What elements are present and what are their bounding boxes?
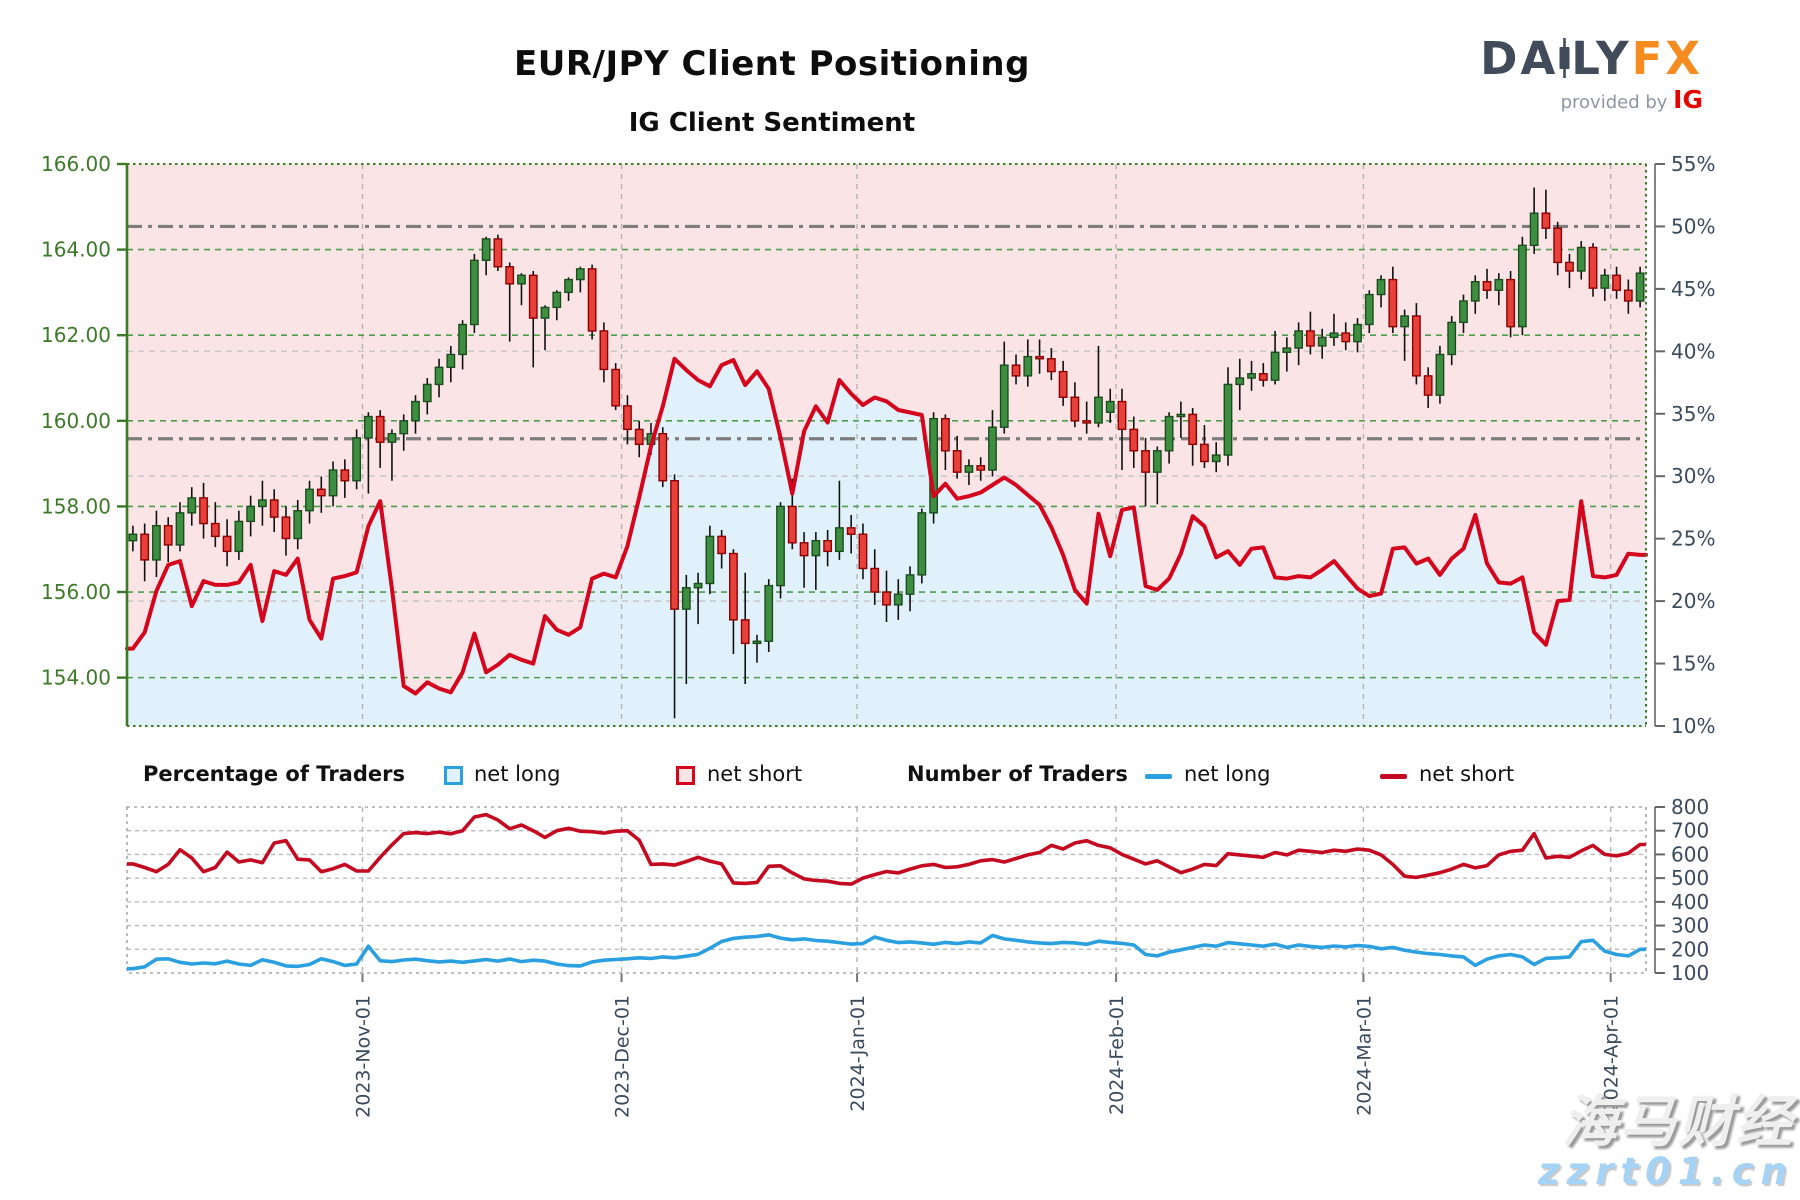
svg-text:40%: 40% [1671,339,1715,363]
svg-text:55%: 55% [1671,152,1715,176]
svg-text:154.00: 154.00 [41,666,111,690]
legend-num-net-long-label: net long [1184,762,1271,786]
svg-text:156.00: 156.00 [41,580,111,604]
legend-num-net-short-label: net short [1419,762,1515,786]
svg-text:20%: 20% [1671,589,1715,613]
legend-net-short-label: net short [707,762,803,786]
svg-text:400: 400 [1671,890,1709,914]
svg-text:2023-Dec-01: 2023-Dec-01 [612,995,634,1118]
svg-text:800: 800 [1671,795,1709,819]
svg-text:200: 200 [1671,937,1709,961]
net-short-area-swatch [676,766,695,785]
svg-text:10%: 10% [1671,714,1715,738]
svg-text:162.00: 162.00 [41,323,111,347]
provided-by: provided by IG [1560,85,1703,114]
svg-text:100: 100 [1671,961,1709,985]
legend-net-long-label: net long [474,762,561,786]
svg-text:700: 700 [1671,819,1709,843]
svg-text:300: 300 [1671,914,1709,938]
chart-subtitle: IG Client Sentiment [628,108,916,138]
net-long-area-swatch [444,766,463,785]
svg-text:2024-Jan-01: 2024-Jan-01 [847,995,869,1112]
svg-text:600: 600 [1671,842,1709,866]
svg-text:2024-Feb-01: 2024-Feb-01 [1106,995,1128,1115]
net-long-line-swatch [1145,774,1172,779]
svg-text:2024-Apr-01: 2024-Apr-01 [1601,995,1623,1112]
svg-text:45%: 45% [1671,277,1715,301]
net-short-line-swatch [1380,774,1407,779]
svg-text:30%: 30% [1671,464,1715,488]
svg-text:25%: 25% [1671,527,1715,551]
svg-text:50%: 50% [1671,214,1715,238]
svg-text:164.00: 164.00 [41,238,111,262]
svg-text:2023-Nov-01: 2023-Nov-01 [353,995,375,1118]
fx-wordmark: FX [1631,32,1703,85]
svg-text:15%: 15% [1671,652,1715,676]
page-title: EUR/JPY Client Positioning [514,44,1030,84]
svg-text:160.00: 160.00 [41,409,111,433]
legend-pct-title: Percentage of Traders [143,762,405,786]
svg-text:2024-Mar-01: 2024-Mar-01 [1353,995,1375,1116]
dailyfx-wordmark: DA LYFX [1480,32,1703,85]
svg-text:158.00: 158.00 [41,494,111,518]
svg-text:35%: 35% [1671,402,1715,426]
ig-logo: IG [1673,85,1703,114]
dailyfx-logo: DA LYFX provided by IG [1428,36,1703,112]
candlestick-icon [1558,38,1571,78]
svg-text:500: 500 [1671,866,1709,890]
svg-text:166.00: 166.00 [41,152,111,176]
legend-num-title: Number of Traders [907,762,1128,786]
